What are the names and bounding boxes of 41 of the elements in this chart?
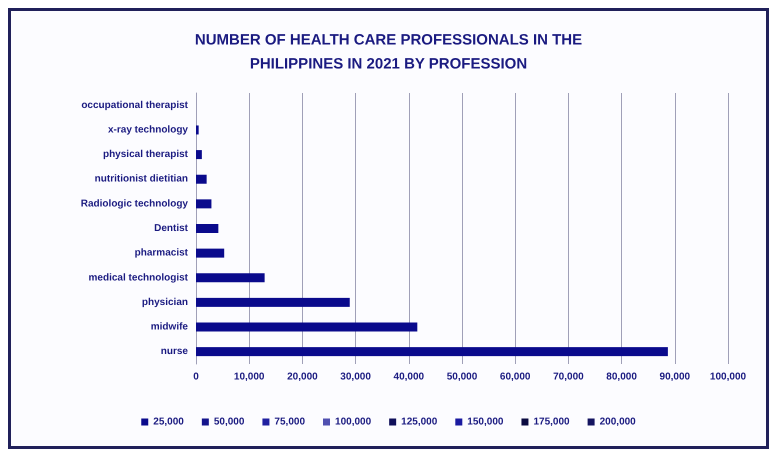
legend-label: 125,000 (401, 416, 438, 428)
bar (196, 298, 350, 307)
legend-label: 25,000 (153, 416, 184, 428)
legend-label: 200,000 (600, 416, 636, 428)
x-tick-label: 20,000 (287, 372, 318, 382)
y-tick-label: midwife (150, 322, 188, 333)
y-tick-label: occupational therapist (81, 100, 189, 111)
y-tick-label: nutritionist dietitian (94, 174, 188, 185)
y-tick-label: medical technologist (88, 272, 189, 284)
y-tick-label: x-ray technology (108, 124, 188, 136)
legend-label: 100,000 (335, 416, 372, 428)
y-tick-label: Dentist (154, 223, 189, 234)
y-tick-label: pharmacist (134, 248, 189, 259)
y-tick-label: physical therapist (102, 149, 189, 160)
x-tick-label: 70,000 (553, 372, 584, 382)
x-tick-label: 0 (193, 372, 200, 382)
y-tick-label: physician (142, 296, 188, 308)
bar (196, 248, 224, 258)
bar (196, 125, 199, 134)
legend-label: 175,000 (533, 416, 570, 428)
x-tick-label: 10,000 (234, 372, 265, 382)
legend-label: 150,000 (467, 416, 504, 428)
bar (196, 174, 207, 184)
x-tick-label: 40,000 (394, 372, 425, 382)
bar (196, 322, 418, 332)
y-tick-label: Radiologic technology (80, 198, 188, 210)
x-tick-label: 90,000 (660, 372, 691, 382)
y-tick-label: nurse (160, 346, 188, 358)
x-tick-label: 80,000 (606, 372, 638, 382)
x-tick-label: 50,000 (446, 372, 478, 382)
bar (196, 199, 212, 208)
legend-label: 50,000 (214, 416, 245, 428)
x-tick-label: 30,000 (340, 372, 372, 382)
bar (196, 224, 218, 233)
x-tick-label: 100,000 (710, 372, 747, 382)
legend-label: 75,000 (274, 416, 306, 428)
x-tick-label: 60,000 (500, 372, 531, 382)
bar (196, 150, 202, 160)
bar (196, 273, 265, 282)
bar (196, 347, 668, 356)
chart-title: NUMBER OF HEALTH CARE PROFESSIONALS IN THE PHILIPPINES IN 2021 BY PROFESSION (194, 32, 582, 72)
